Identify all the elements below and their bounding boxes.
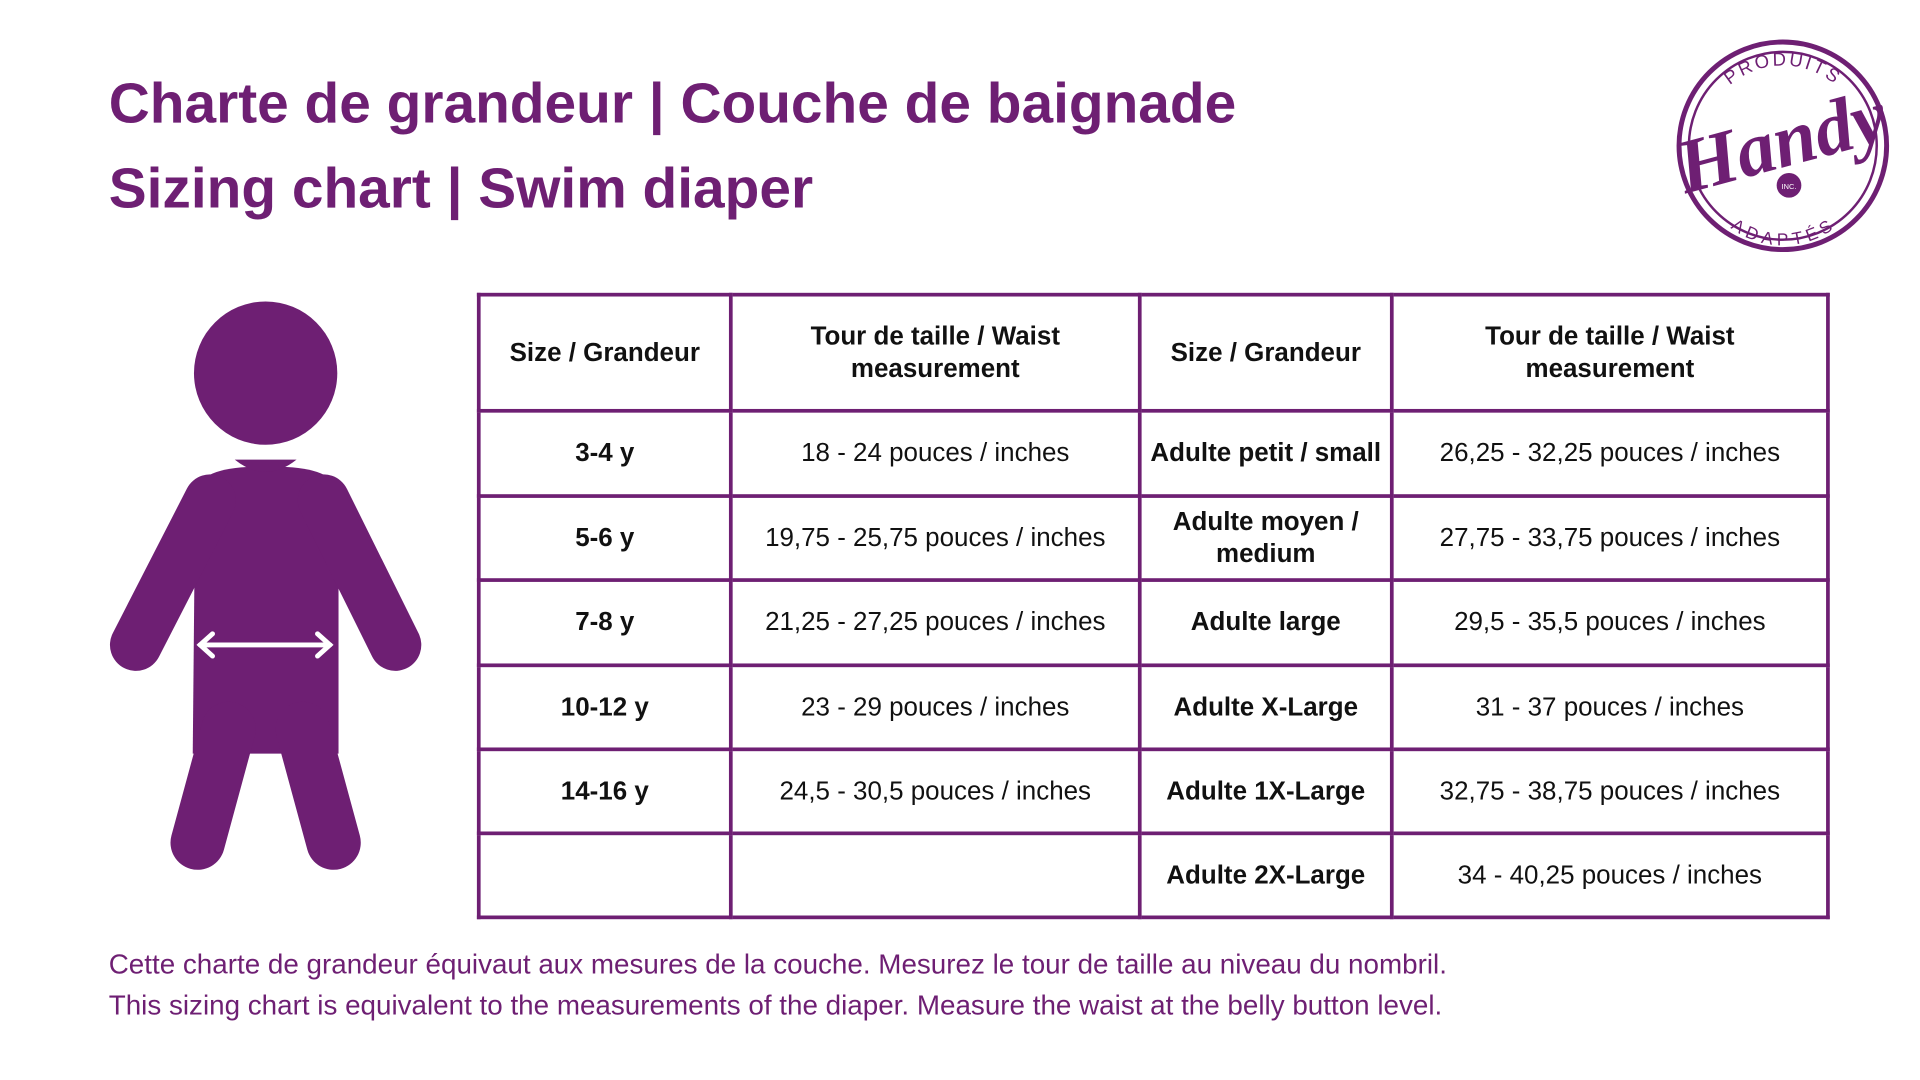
table-cell: Size / Grandeur bbox=[476, 292, 733, 413]
table-cell: 26,25 - 32,25 pouces / inches bbox=[1389, 408, 1830, 498]
table-cell: Tour de taille / Waist measurement bbox=[1389, 292, 1830, 413]
table-cell: Adulte X-Large bbox=[1137, 663, 1394, 752]
title-fr: Charte de grandeur | Couche de baignade bbox=[108, 70, 1237, 135]
table-cell: 7-8 y bbox=[476, 578, 733, 668]
table-cell: 3-4 y bbox=[476, 408, 733, 498]
table-cell: 32,75 - 38,75 pouces / inches bbox=[1389, 747, 1830, 836]
table-cell: Adulte 1X-Large bbox=[1137, 747, 1394, 836]
table-cell: Adulte large bbox=[1137, 578, 1394, 668]
waist-arrow bbox=[196, 631, 334, 659]
table-cell: Tour de taille / Waist measurement bbox=[728, 292, 1142, 413]
table-cell: Adulte 2X-Large bbox=[1137, 831, 1394, 920]
table-cell: Size / Grandeur bbox=[1137, 292, 1394, 413]
table-cell: 27,75 - 33,75 pouces / inches bbox=[1389, 494, 1830, 582]
table-cell: 18 - 24 pouces / inches bbox=[728, 408, 1142, 498]
table-cell: 14-16 y bbox=[476, 747, 733, 836]
table-cell: 24,5 - 30,5 pouces / inches bbox=[728, 747, 1142, 836]
note-en: This sizing chart is equivalent to the m… bbox=[108, 989, 1443, 1021]
table-row: Adulte 2X-Large 34 - 40,25 pouces / inche… bbox=[476, 831, 1830, 920]
table-cell bbox=[728, 831, 1142, 920]
table-cell: Adulte petit / small bbox=[1137, 408, 1394, 498]
table-row: 14-16 y 24,5 - 30,5 pouces / inches Adulte… bbox=[476, 747, 1830, 836]
table-cell: 5-6 y bbox=[476, 494, 733, 582]
table-row: 10-12 y 23 - 29 pouces / inches Adulte X-L… bbox=[476, 663, 1830, 752]
table-row: 5-6 y 19,75 - 25,75 pouces / inches Adulte… bbox=[476, 494, 1830, 582]
logo-inc: INC. bbox=[1782, 182, 1797, 191]
table-row: 3-4 y 18 - 24 pouces / inches Adulte petit… bbox=[476, 408, 1830, 498]
table-cell bbox=[476, 831, 733, 920]
title-en: Sizing chart | Swim diaper bbox=[108, 155, 814, 220]
table-cell: 19,75 - 25,75 pouces / inches bbox=[728, 494, 1142, 582]
table-cell: 23 - 29 pouces / inches bbox=[728, 663, 1142, 752]
size-table: Size / Grandeur Tour de taille / Waist me… bbox=[476, 292, 1830, 920]
table-cell: 21,25 - 27,25 pouces / inches bbox=[728, 578, 1142, 668]
table-cell: 34 - 40,25 pouces / inches bbox=[1389, 831, 1830, 920]
table-cell: 31 - 37 pouces / inches bbox=[1389, 663, 1830, 752]
table-cell: Adulte moyen / medium bbox=[1137, 494, 1394, 582]
note-fr: Cette charte de grandeur équivaut aux me… bbox=[108, 948, 1447, 980]
table-cell: 10-12 y bbox=[476, 663, 733, 752]
header-row: Size / Grandeur Tour de taille / Waist me… bbox=[476, 292, 1830, 413]
table-row: 7-8 y 21,25 - 27,25 pouces / inches Adulte… bbox=[476, 578, 1830, 668]
logo: PRODUITS ADAPTÉS Handy INC. bbox=[1667, 39, 1896, 253]
table-cell: 29,5 - 35,5 pouces / inches bbox=[1389, 578, 1830, 668]
child-figure bbox=[109, 301, 422, 870]
